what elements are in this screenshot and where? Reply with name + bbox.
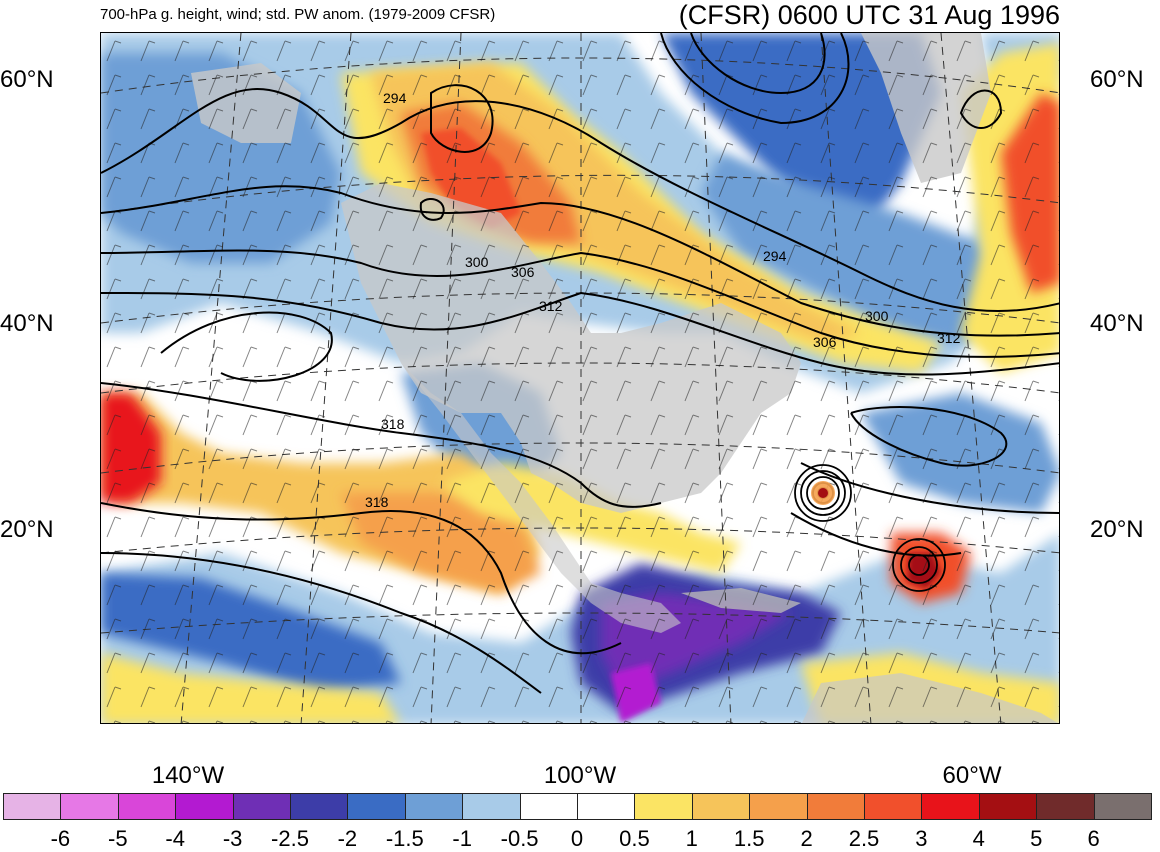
- contour-label: 300: [465, 254, 489, 270]
- lon-label-100w: 100°W: [543, 762, 617, 789]
- contour-label: 306: [511, 264, 535, 280]
- colorbar-swatch: [60, 793, 119, 820]
- colorbar-tick-label: 0.5: [619, 826, 650, 851]
- colorbar-swatch: [864, 793, 923, 820]
- contour-label: 306: [813, 334, 837, 350]
- contour-label: 294: [383, 90, 407, 106]
- colorbar-swatch: [3, 793, 62, 820]
- colorbar-swatch: [462, 793, 521, 820]
- lat-label-20n-left: 20°N: [0, 516, 54, 543]
- lat-label-40n-left: 40°N: [0, 310, 54, 337]
- lat-label-60n-left: 60°N: [0, 66, 54, 93]
- map-panel: 294 300 306 312 318 318 294 300 306 312: [100, 32, 1060, 724]
- colorbar-tick-label: -1: [452, 826, 472, 851]
- contour-label: 318: [381, 416, 405, 432]
- colorbar-swatch: [117, 793, 177, 820]
- colorbar-swatch: [232, 793, 291, 820]
- colorbar-tick-label: -2.5: [271, 826, 309, 851]
- contour-label: 294: [763, 248, 787, 264]
- colorbar-swatch: [347, 793, 406, 820]
- colorbar-swatch: [634, 793, 693, 820]
- colorbar-tick-label: -2: [337, 826, 358, 851]
- contour-label-group: 294 300 306 312 318 318 294 300 306 312: [365, 90, 961, 510]
- colorbar-tick-label: -4: [165, 826, 185, 851]
- colorbar-tick-label: 3: [915, 826, 928, 851]
- colorbar-tick-label: 2: [800, 826, 813, 851]
- colorbar-tick-label: 6: [1087, 826, 1100, 851]
- plot-subtitle: 700-hPa g. height, wind; std. PW anom. (…: [100, 6, 496, 23]
- lat-label-40n-right: 40°N: [1090, 310, 1144, 337]
- contour-label: 312: [539, 298, 563, 314]
- hurricane-east: [892, 538, 946, 592]
- contour-label: 318: [365, 494, 389, 510]
- lon-label-140w: 140°W: [151, 762, 225, 789]
- colorbar-tick-label: -0.5: [500, 826, 539, 851]
- wind-barbs-overlay: [101, 33, 1059, 723]
- hurricane-west: [794, 464, 852, 522]
- colorbar-swatch: [519, 793, 578, 820]
- colorbar-swatch: [749, 793, 808, 820]
- colorbar-swatch: [1093, 793, 1152, 820]
- colorbar-swatch: [290, 793, 349, 820]
- colorbar-swatch: [175, 793, 234, 820]
- colorbar-swatch: [978, 793, 1038, 820]
- colorbar-swatch: [806, 793, 865, 820]
- lon-label-60w: 60°W: [942, 762, 1002, 789]
- colorbar-swatch: [404, 793, 464, 820]
- lat-label-60n-right: 60°N: [1090, 66, 1144, 93]
- colorbar-tick-label: -6: [50, 826, 71, 851]
- colorbar-tick-label: -1.5: [385, 826, 424, 851]
- colorbar-swatch: [691, 793, 751, 820]
- colorbar-tick-label: 4: [972, 826, 985, 851]
- lat-label-20n-right: 20°N: [1090, 516, 1144, 543]
- colorbar-tick-label: 0: [570, 826, 584, 851]
- height-contours: [101, 33, 1059, 694]
- colorbar-tick-label: -3: [222, 826, 243, 851]
- colorbar-tick-label: 5: [1030, 826, 1043, 851]
- colorbar-swatch: [577, 793, 636, 820]
- map-canvas: 294 300 306 312 318 318 294 300 306 312: [101, 33, 1059, 723]
- contour-label: 300: [865, 308, 889, 324]
- colorbar-swatch: [921, 793, 980, 820]
- plot-title: (CFSR) 0600 UTC 31 Aug 1996: [678, 0, 1060, 30]
- colorbar-swatch: [1036, 793, 1095, 820]
- colorbar-tick-label: 1.5: [733, 826, 765, 851]
- colorbar-tick-label: -5: [108, 826, 128, 851]
- contour-label: 312: [937, 330, 961, 346]
- colorbar-tick-label: 2.5: [848, 826, 880, 851]
- colorbar-tick-label: 1: [685, 826, 698, 851]
